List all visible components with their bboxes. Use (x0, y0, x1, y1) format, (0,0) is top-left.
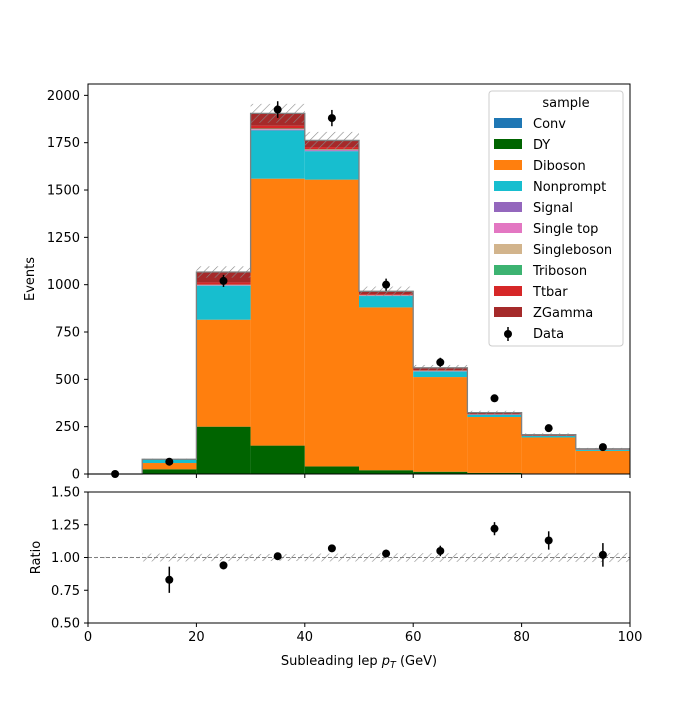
bar-dy (142, 469, 196, 474)
legend-entry: Triboson (532, 264, 587, 279)
ratio-y-axis-label: Ratio (29, 541, 44, 574)
bar-diboson (522, 437, 576, 473)
x-tick-label: 100 (618, 630, 643, 645)
data-point (165, 458, 173, 466)
legend: sample Conv DY Diboson Nonprompt Signal Single… (489, 91, 623, 346)
bar-diboson (305, 180, 359, 467)
ratio-y-tick-label: 1.25 (51, 518, 80, 533)
legend-swatch (494, 286, 522, 296)
legend-swatch (494, 223, 522, 233)
data-point (599, 443, 607, 451)
bar-dy (359, 470, 413, 474)
data-point (436, 358, 444, 366)
bar-diboson (251, 179, 305, 446)
ratio-point (545, 536, 553, 544)
legend-swatch (494, 265, 522, 275)
x-tick-label: 80 (513, 630, 530, 645)
ratio-plot: 0.50 0.75 1.00 1.25 1.50 0 20 40 60 80 100 Ratio Sub… (29, 486, 642, 672)
y-tick-label: 1750 (47, 136, 80, 151)
data-point (274, 106, 282, 114)
ratio-point (274, 552, 282, 560)
y-tick-label: 1000 (47, 278, 80, 293)
x-tick-label: 60 (405, 630, 422, 645)
bar-diboson (359, 307, 413, 470)
ratio-y-tick-label: 1.00 (51, 551, 80, 566)
bar-signal (305, 150, 359, 151)
bar-nonprompt (359, 296, 413, 307)
legend-entry: Singleboson (533, 243, 612, 258)
legend-swatch (494, 181, 522, 191)
bar-nonprompt (251, 130, 305, 178)
data-point (545, 424, 553, 432)
ratio-y-tick-label: 1.50 (51, 486, 80, 501)
ratio-y-tick-label: 0.75 (51, 584, 80, 599)
legend-swatch (494, 139, 522, 149)
legend-swatch (494, 118, 522, 128)
data-point (220, 277, 228, 285)
ratio-point (220, 561, 228, 569)
legend-title: sample (542, 96, 589, 111)
bar-diboson (196, 320, 250, 427)
bar-dy (251, 446, 305, 474)
y-tick-label: 1250 (47, 231, 80, 246)
x-tick-label: 40 (297, 630, 314, 645)
legend-data-marker (504, 330, 512, 338)
legend-entry: Data (533, 327, 564, 342)
y-tick-label: 500 (55, 373, 80, 388)
legend-entry: Ttbar (532, 285, 568, 300)
y-tick-label: 1500 (47, 184, 80, 199)
ratio-point (328, 544, 336, 552)
ratio-point (436, 547, 444, 555)
legend-entry: DY (533, 138, 550, 153)
legend-swatch (494, 160, 522, 170)
legend-entry: ZGamma (533, 306, 593, 321)
legend-entry: Diboson (533, 159, 586, 174)
bar-nonprompt (305, 151, 359, 179)
y-tick-label: 2000 (47, 89, 80, 104)
legend-swatch (494, 202, 522, 212)
data-point (491, 394, 499, 402)
bar-dy (196, 427, 250, 474)
bar-signal (251, 130, 305, 131)
legend-entry: Conv (533, 117, 566, 132)
bar-ttbar (251, 126, 305, 129)
legend-entry: Signal (533, 201, 573, 216)
y-tick-label: 250 (55, 420, 80, 435)
bar-nonprompt (522, 436, 576, 438)
ratio-point (491, 525, 499, 533)
ratio-point (165, 576, 173, 584)
data-point (382, 281, 390, 289)
x-tick-label: 20 (188, 630, 205, 645)
x-axis-label: Subleading lep pT (GeV) (281, 654, 437, 671)
y-tick-label: 0 (72, 468, 80, 483)
legend-swatch (494, 244, 522, 254)
bar-diboson (467, 417, 521, 473)
y-axis-label: Events (23, 257, 38, 301)
data-point (328, 114, 336, 122)
bar-nonprompt (196, 286, 250, 320)
legend-swatch (494, 307, 522, 317)
legend-entry: Nonprompt (533, 180, 606, 195)
bar-dy (305, 466, 359, 474)
x-tick-label: 0 (84, 630, 92, 645)
ratio-point (599, 551, 607, 559)
ratio-point (382, 550, 390, 558)
ratio-y-tick-label: 0.50 (51, 617, 80, 632)
bar-nonprompt (467, 415, 521, 417)
y-tick-label: 750 (55, 326, 80, 341)
legend-entry: Single top (533, 222, 598, 237)
bar-diboson (413, 377, 467, 472)
bar-nonprompt (413, 371, 467, 377)
bar-diboson (576, 451, 630, 474)
